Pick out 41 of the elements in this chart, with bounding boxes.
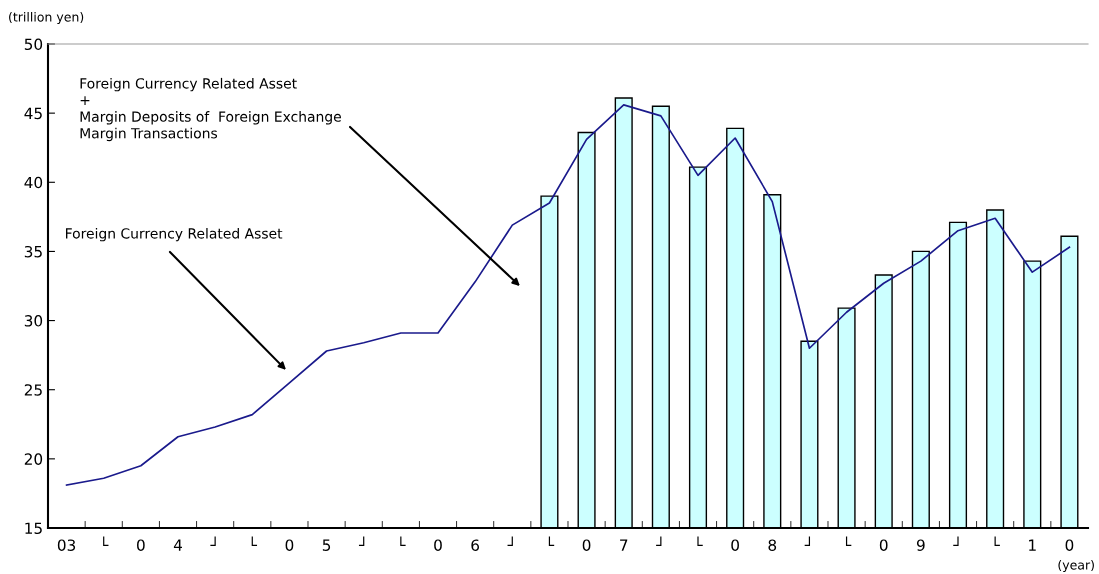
x-tick-label: └ bbox=[103, 536, 109, 547]
x-tick-label: ┘ bbox=[507, 536, 513, 547]
x-tick-label: 0 bbox=[285, 539, 294, 551]
x-tick-label: └ bbox=[548, 536, 555, 547]
x-tick-label: ┘ bbox=[953, 536, 959, 547]
x-tick-label: 4 bbox=[173, 539, 182, 551]
x-tick-label: 03 bbox=[57, 539, 76, 551]
y-tick-label: 40 bbox=[24, 176, 43, 189]
line-series bbox=[65, 104, 1071, 486]
annotation: Foreign Currency Related Asset + Margin Deposits of Foreign Exchange Margin Transactions bbox=[80, 77, 341, 142]
x-tick-label: 0 bbox=[731, 539, 739, 551]
x-tick-label: └ bbox=[251, 536, 258, 547]
x-tick-label: 0 bbox=[879, 539, 888, 551]
x-tick-label: 0 bbox=[434, 539, 442, 551]
x-tick-label: 0 bbox=[582, 539, 591, 551]
x-tick-label: 0 bbox=[1065, 539, 1074, 551]
y-tick-label: 20 bbox=[24, 453, 43, 465]
x-tick-label: └ bbox=[845, 536, 852, 547]
x-axis-title: (year) bbox=[1058, 559, 1094, 573]
y-tick-label: 45 bbox=[24, 107, 42, 120]
x-tick-label: └ bbox=[400, 536, 406, 547]
x-tick-label: ┘ bbox=[358, 536, 365, 547]
y-axis-title: (trillion yen) bbox=[9, 11, 84, 25]
x-tick-label: 8 bbox=[768, 539, 777, 551]
y-tick-label: 15 bbox=[25, 522, 42, 535]
x-tick-label: 5 bbox=[322, 539, 331, 551]
x-tick-label: ┘ bbox=[804, 536, 811, 547]
y-tick-label: 25 bbox=[24, 384, 42, 396]
annotation: Foreign Currency Related Asset bbox=[66, 227, 283, 242]
x-tick-label: 9 bbox=[916, 539, 925, 551]
x-tick-label: └ bbox=[994, 536, 1000, 547]
y-tick-label: 30 bbox=[24, 315, 43, 327]
x-tick-label: 1 bbox=[1029, 539, 1036, 551]
x-tick-label: ┘ bbox=[210, 536, 216, 547]
x-tick-label: 7 bbox=[620, 539, 628, 551]
x-tick-label: ┘ bbox=[656, 536, 662, 547]
x-tick-label: └ bbox=[697, 536, 703, 547]
x-tick-label: 0 bbox=[137, 539, 145, 551]
y-tick-label: 35 bbox=[24, 245, 42, 258]
y-tick-label: 50 bbox=[24, 38, 43, 51]
x-tick-label: 6 bbox=[471, 539, 480, 551]
